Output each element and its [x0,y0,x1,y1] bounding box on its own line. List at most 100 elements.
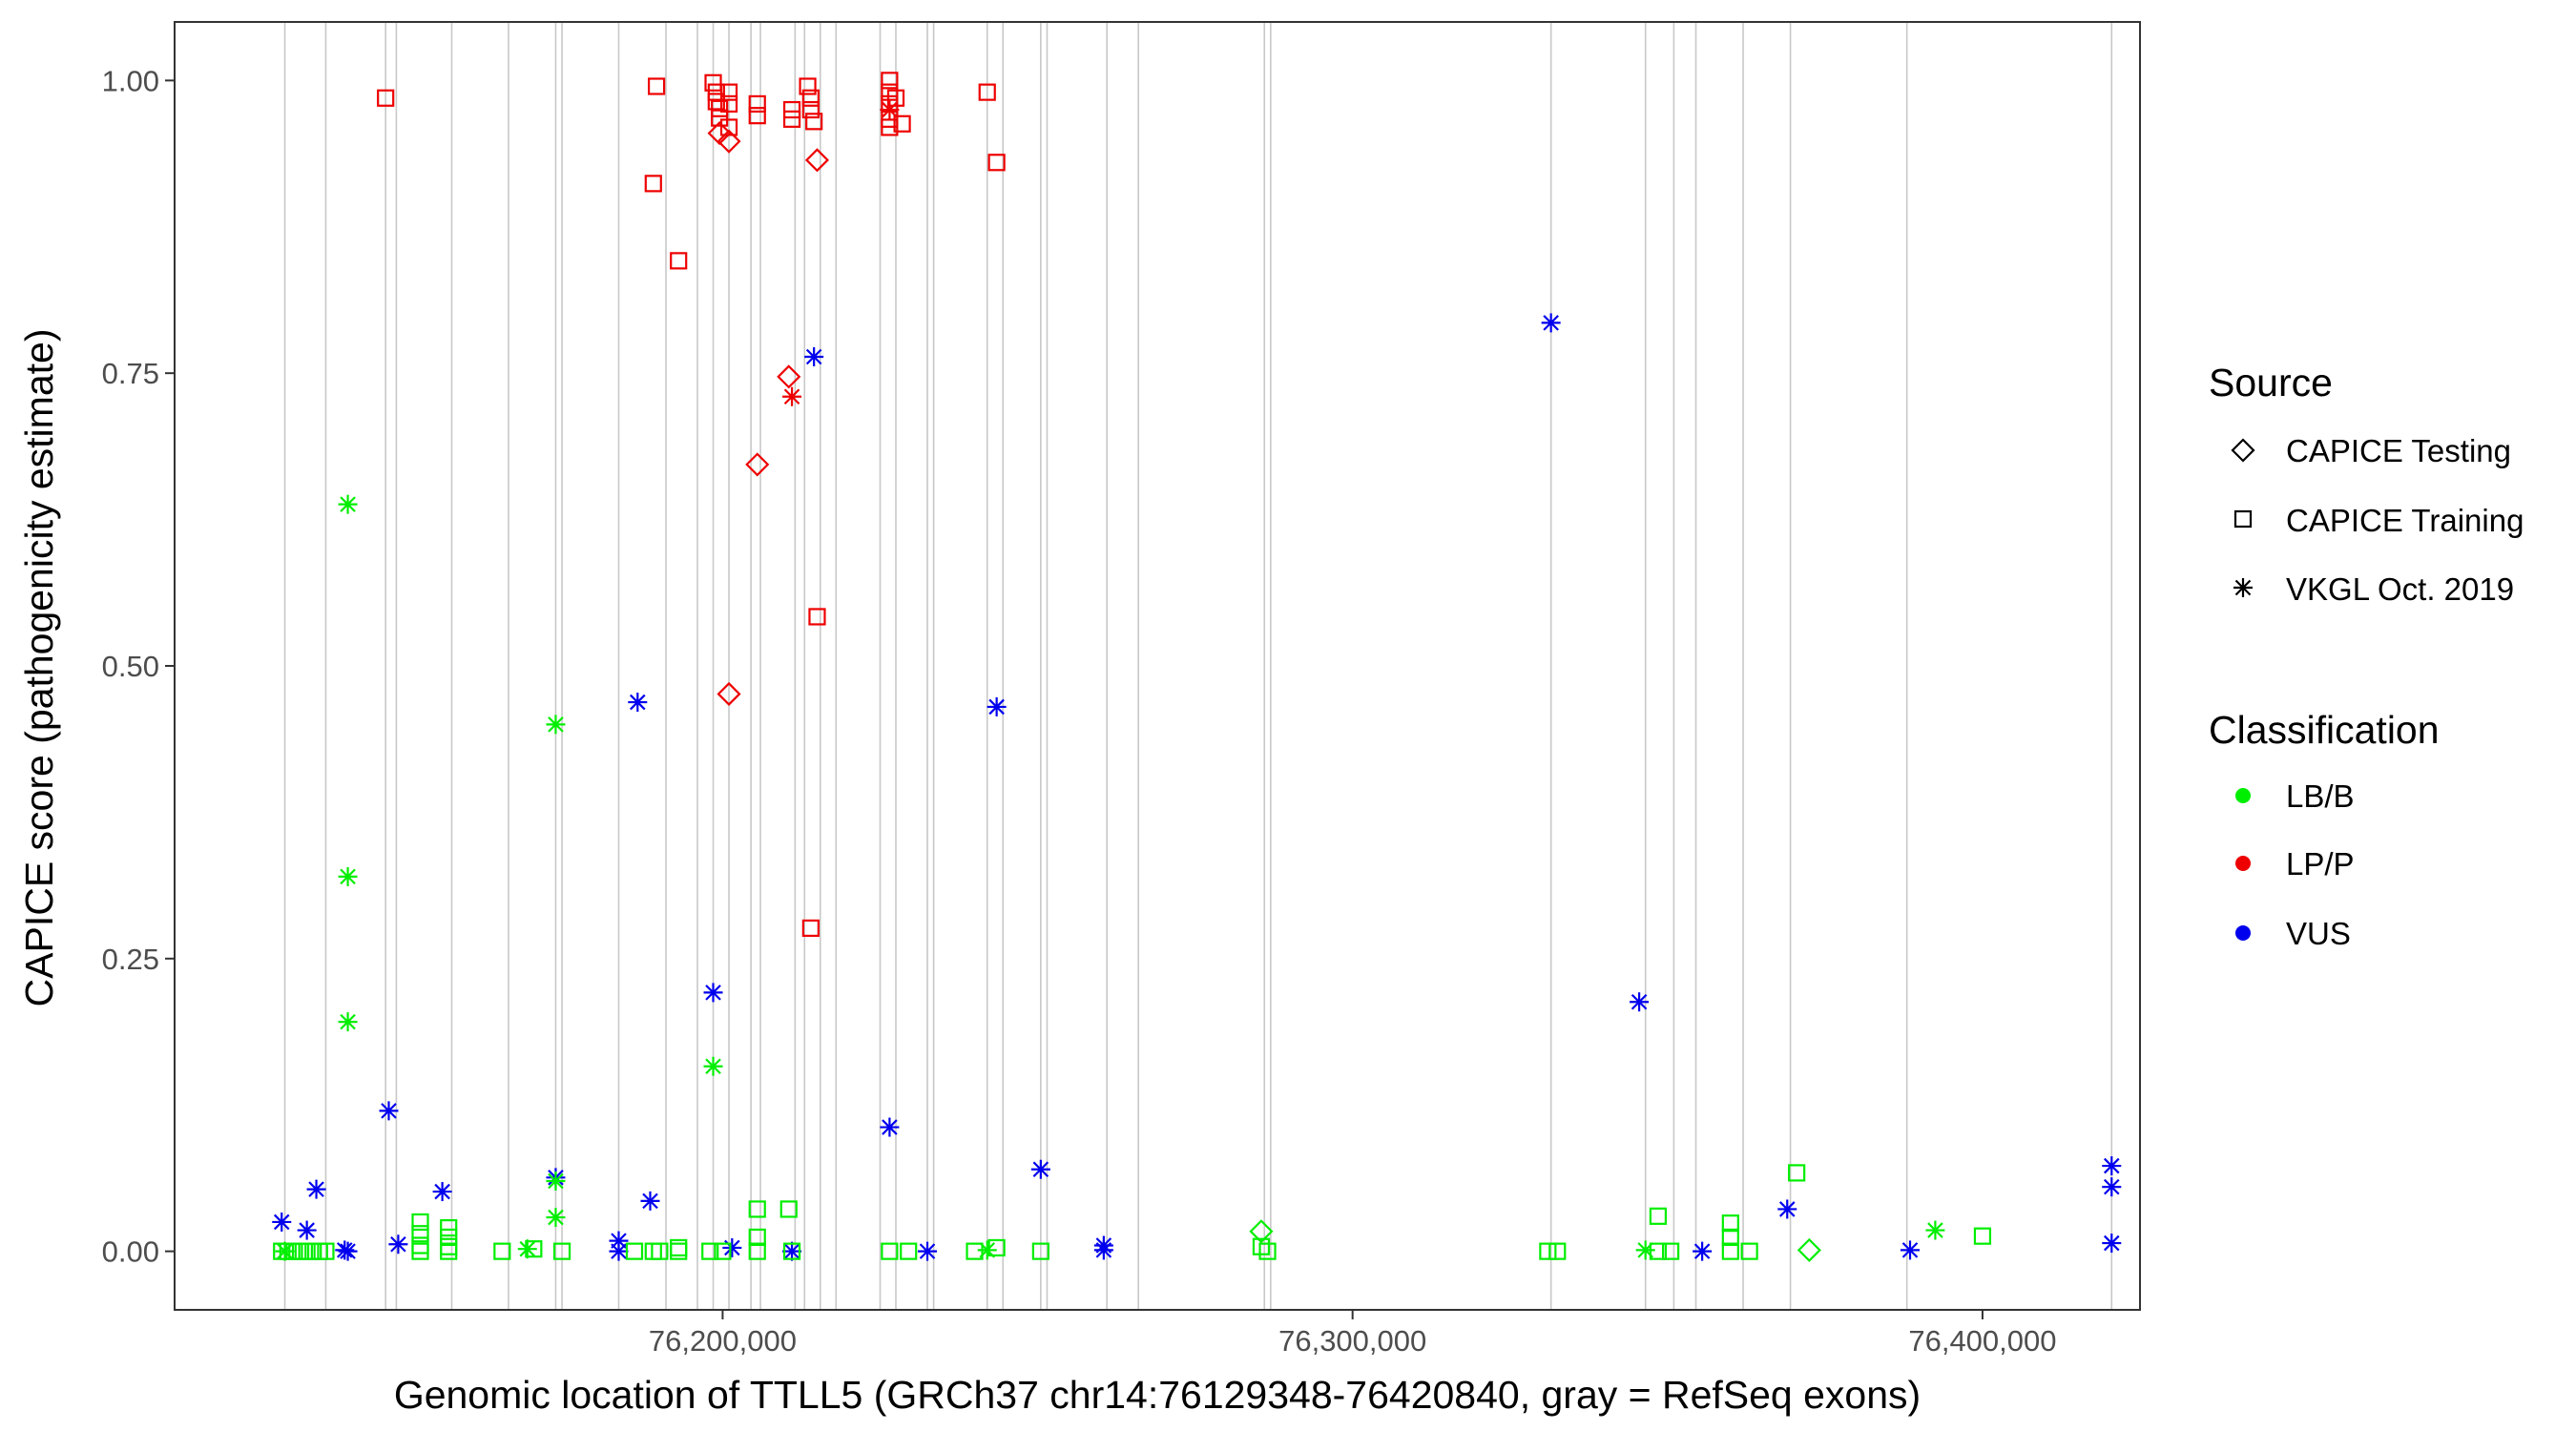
data-point-square [1031,1242,1049,1260]
data-point-square [714,1242,732,1260]
y-tick-label: 0.00 [102,1235,159,1269]
data-point-square [440,1218,458,1237]
data-point-square [625,1242,644,1260]
legend-item-vus: VUS [2286,916,2351,951]
data-point-asterisk [272,1212,292,1232]
data-point-diamond [1249,1219,1274,1244]
data-point-square [782,1242,801,1260]
data-point-square [748,107,766,125]
data-point-diamond [717,129,741,154]
data-point-square [886,89,905,107]
data-point-square [881,72,899,90]
legend-key-square-icon [2233,509,2253,529]
data-point-square [707,83,725,101]
legend-item-vkgl: VKGL Oct. 2019 [2286,571,2514,607]
data-point-asterisk [2102,1177,2122,1197]
data-point-square [552,1242,571,1260]
data-point-asterisk [703,983,723,1003]
legend-key-dot-icon [2235,788,2251,803]
data-point-square [719,94,738,114]
y-tick-label: 0.75 [102,357,159,390]
data-point-square [711,99,729,117]
data-point-square [377,89,395,107]
data-point-square [978,83,996,101]
data-point-square [748,1242,766,1260]
data-point-square [748,1228,766,1247]
data-point-asterisk [918,1241,938,1261]
legend-key-diamond-icon [2231,438,2255,463]
data-point-asterisk [338,1012,358,1032]
data-point-square [1548,1242,1567,1260]
data-point-asterisk [306,1179,326,1199]
data-point-square [411,1242,429,1260]
data-point-square [1721,1228,1739,1247]
data-point-diamond [777,364,801,389]
data-point-square [881,1242,899,1260]
data-point-asterisk [297,1220,317,1240]
data-point-asterisk [338,1241,358,1261]
data-point-square [1740,1242,1758,1260]
data-point-square [670,252,688,270]
data-point-asterisk [703,1056,723,1076]
data-point-asterisk [782,386,802,406]
data-point-asterisk [1541,313,1561,333]
data-point-square [440,1228,458,1247]
data-point-square [893,114,911,133]
data-point-asterisk [546,1172,566,1191]
data-point-square [801,100,820,119]
x-tick-label: 76,300,000 [1278,1324,1426,1358]
data-point-diamond [745,452,770,477]
data-point-square [1721,1214,1739,1233]
legend-item-lp-p: LP/P [2286,846,2355,881]
data-point-asterisk [338,866,358,886]
data-point-square [1721,1242,1739,1260]
y-tick-label: 0.50 [102,650,159,683]
legend-item-capice-training: CAPICE Training [2286,503,2524,538]
data-point-square [782,110,801,128]
data-point-square [670,1242,688,1260]
data-point-asterisk [1901,1240,1921,1260]
data-point-asterisk [628,693,648,713]
data-point-asterisk [880,100,900,120]
data-point-square [881,83,899,101]
data-point-asterisk [987,696,1007,716]
data-point-asterisk [546,715,566,735]
data-point-square [1258,1242,1277,1260]
data-point-asterisk [1777,1199,1797,1219]
data-point-square [411,1236,429,1255]
legend-key-asterisk-icon [2233,578,2253,597]
legend-item-lb-b: LB/B [2286,778,2355,814]
data-point-asterisk [1093,1240,1113,1260]
data-point-square [317,1242,335,1260]
data-point-square [987,154,1006,172]
data-point-asterisk [432,1182,452,1202]
data-point-asterisk [609,1241,629,1261]
data-point-square [1649,1207,1668,1225]
data-point-square [987,1238,1006,1257]
plot-panel-border [174,21,2141,1311]
data-point-square [1252,1237,1271,1255]
legend-source: Source CAPICE Testing CAPICE Training VK… [2209,361,2524,607]
data-point-square [799,77,817,95]
data-point-asterisk [388,1234,408,1255]
legend-item-capice-testing: CAPICE Testing [2286,433,2511,468]
data-point-square [704,73,722,92]
data-point-square [801,919,820,938]
data-point-asterisk [335,1240,355,1260]
data-point-asterisk [782,1241,802,1261]
data-point-square [782,100,801,119]
data-point-square [1788,1164,1806,1182]
data-point-asterisk [338,494,358,514]
data-point-square [525,1240,543,1258]
data-point-square [711,109,729,127]
data-point-square [1539,1242,1557,1260]
data-point-square [651,1242,669,1260]
data-point-diamond [804,148,830,173]
data-point-asterisk [1030,1159,1050,1179]
exon-lines [283,22,2113,1310]
data-point-asterisk [379,1101,399,1121]
data-point-asterisk [880,1117,900,1137]
x-tick-label: 76,400,000 [1908,1324,2056,1358]
data-point-square [440,1237,458,1255]
